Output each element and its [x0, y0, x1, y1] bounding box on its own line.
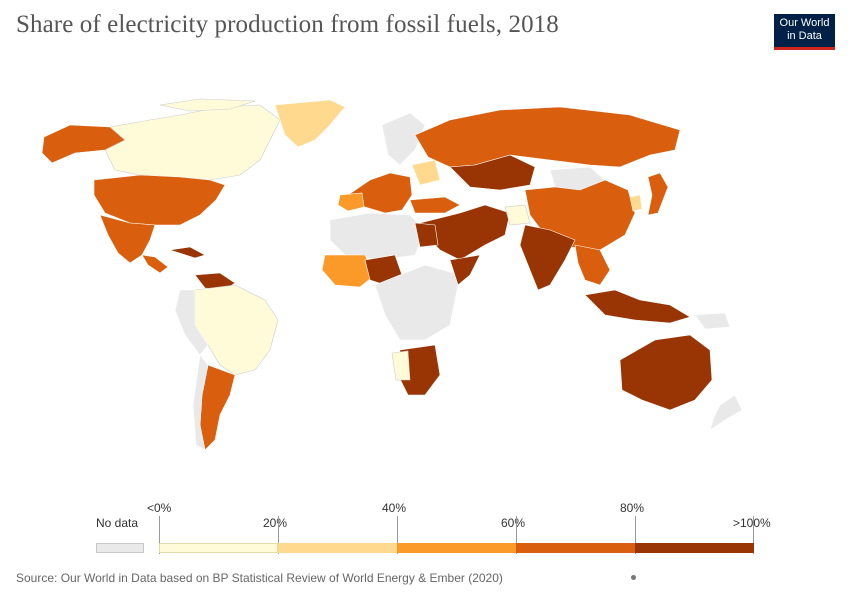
region-iberia[interactable] [337, 192, 365, 212]
legend-tick [516, 516, 517, 554]
region-greenland[interactable] [274, 99, 346, 148]
source-note: Source: Our World in Data based on BP St… [16, 571, 503, 585]
logo-line-1: Our World [779, 17, 830, 29]
region-kazakhstan[interactable] [449, 154, 536, 191]
region-egypt-libya [414, 222, 439, 248]
region-indonesia[interactable] [584, 289, 691, 324]
legend-bin-swatch-1[interactable] [278, 543, 397, 553]
legend-bin-label-3: 60% [501, 516, 526, 530]
region-arctic-islands [159, 98, 256, 112]
legend-tick [159, 516, 160, 554]
region-japan[interactable] [647, 172, 669, 216]
legend-bin-swatch-4[interactable] [635, 543, 754, 553]
legend-end-label: >100% [733, 516, 771, 530]
region-andes [174, 289, 209, 356]
legend-bin-label-1: 20% [263, 516, 288, 530]
legend-tick [397, 516, 398, 554]
region-namibia [391, 350, 411, 381]
region-scandinavia [381, 112, 426, 166]
region-central-america [141, 254, 169, 274]
region-korea [629, 194, 643, 212]
region-usa[interactable] [93, 174, 226, 226]
legend-bin-label-4: 80% [620, 501, 645, 515]
region-russia[interactable] [414, 106, 681, 168]
legend-no-data-label: No data [96, 516, 139, 530]
legend-bin-label-0: <0% [147, 501, 172, 515]
legend-tick [635, 516, 636, 554]
region-chile [192, 354, 209, 451]
region-central-africa [374, 264, 461, 341]
region-india[interactable] [519, 224, 576, 291]
region-southeast-asia [574, 244, 611, 286]
region-australia[interactable] [619, 334, 713, 411]
region-new-zealand [709, 394, 743, 431]
region-north-africa [329, 212, 426, 261]
legend-no-data-swatch [96, 543, 144, 553]
owid-logo[interactable]: Our World in Data [774, 14, 835, 50]
world-map [41, 98, 743, 451]
region-papua [694, 312, 731, 330]
legend-bin-swatch-0[interactable] [159, 543, 278, 553]
footer-dot [631, 575, 636, 580]
region-afghanistan [504, 204, 531, 226]
region-eastern-europe [411, 159, 441, 186]
region-canada[interactable] [104, 104, 281, 181]
logo-line-2: in Data [787, 30, 822, 42]
region-turkey [409, 196, 461, 214]
legend-tick [753, 516, 754, 554]
legend-tick [278, 516, 279, 554]
chart-title: Share of electricity production from fos… [16, 11, 559, 38]
region-europe-west [347, 172, 413, 214]
region-caribbean [169, 246, 206, 259]
region-brazil[interactable] [194, 284, 279, 376]
legend-bin-label-2: 40% [382, 501, 407, 515]
region-west-africa[interactable] [321, 254, 376, 288]
region-horn-africa [449, 254, 481, 286]
legend-bin-swatch-3[interactable] [516, 543, 635, 553]
legend-bin-swatch-2[interactable] [397, 543, 516, 553]
